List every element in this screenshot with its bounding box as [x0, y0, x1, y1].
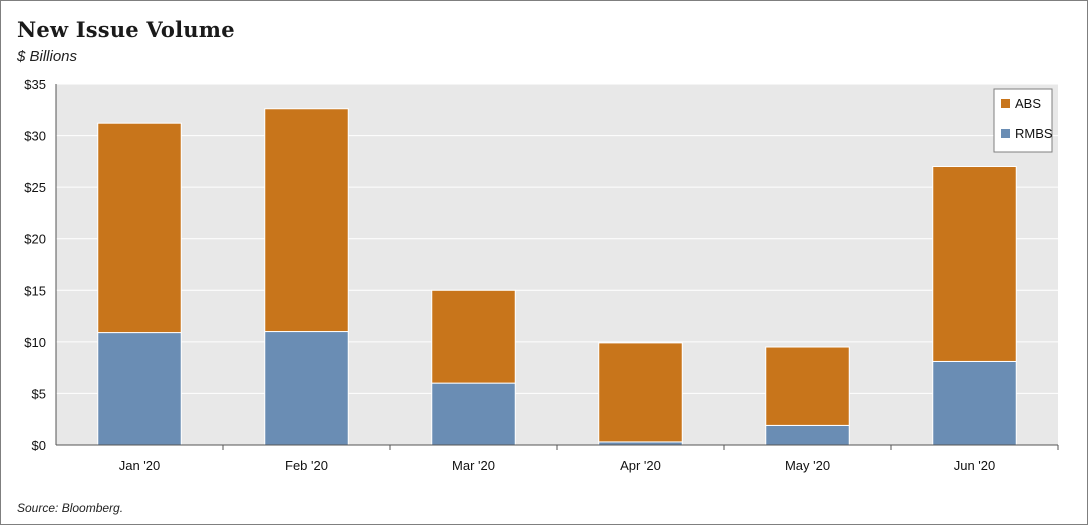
- bar-rmbs-5: [932, 360, 1017, 446]
- bar-rmbs-1: [264, 331, 349, 446]
- x-tick-label: Jun '20: [954, 458, 996, 473]
- y-tick-label: $15: [24, 283, 46, 298]
- y-axis: $0 $5 $10 $15 $20 $25 $30 $35: [24, 77, 57, 453]
- bar-abs-5: [932, 166, 1017, 362]
- gridlines: [56, 83, 1058, 394]
- x-tick-label: Mar '20: [452, 458, 495, 473]
- bar-rmbs-2: [431, 382, 516, 446]
- plot-area: [56, 84, 1058, 445]
- bar-abs-3: [598, 342, 683, 443]
- legend-swatch-abs: [1001, 99, 1010, 108]
- x-tick-label: Jan '20: [119, 458, 161, 473]
- bar-abs-0: [97, 122, 182, 334]
- legend-label-rmbs: RMBS: [1015, 126, 1053, 141]
- x-tick-label: Apr '20: [620, 458, 661, 473]
- y-tick-label: $10: [24, 335, 46, 350]
- y-tick-label: $20: [24, 232, 46, 247]
- bar-rmbs-0: [97, 332, 182, 446]
- legend-swatch-rmbs: [1001, 129, 1010, 138]
- y-tick-label: $0: [32, 438, 46, 453]
- stacked-bar-chart: $0 $5 $10 $15 $20 $25 $30 $35 Jan '20 Feb '20 Mar…: [24, 77, 1059, 473]
- bars: [97, 108, 1017, 446]
- legend: ABS RMBS: [993, 88, 1053, 153]
- y-tick-label: $5: [32, 386, 46, 401]
- x-tick-label: Feb '20: [285, 458, 328, 473]
- y-tick-label: $35: [24, 77, 46, 92]
- chart-subtitle: $ Billions: [17, 48, 78, 65]
- y-tick-label: $30: [24, 129, 46, 144]
- bar-abs-2: [431, 289, 516, 384]
- chart-title: New Issue Volume: [17, 17, 235, 42]
- x-axis: Jan '20 Feb '20 Mar '20 Apr '20 May '20 Jun '…: [56, 444, 1059, 473]
- bar-rmbs-4: [765, 424, 850, 446]
- legend-label-abs: ABS: [1015, 96, 1041, 111]
- bar-abs-4: [765, 346, 850, 426]
- x-tick-label: May '20: [785, 458, 830, 473]
- source-note: Source: Bloomberg.: [17, 501, 124, 515]
- bar-abs-1: [264, 108, 349, 333]
- y-tick-label: $25: [24, 180, 46, 195]
